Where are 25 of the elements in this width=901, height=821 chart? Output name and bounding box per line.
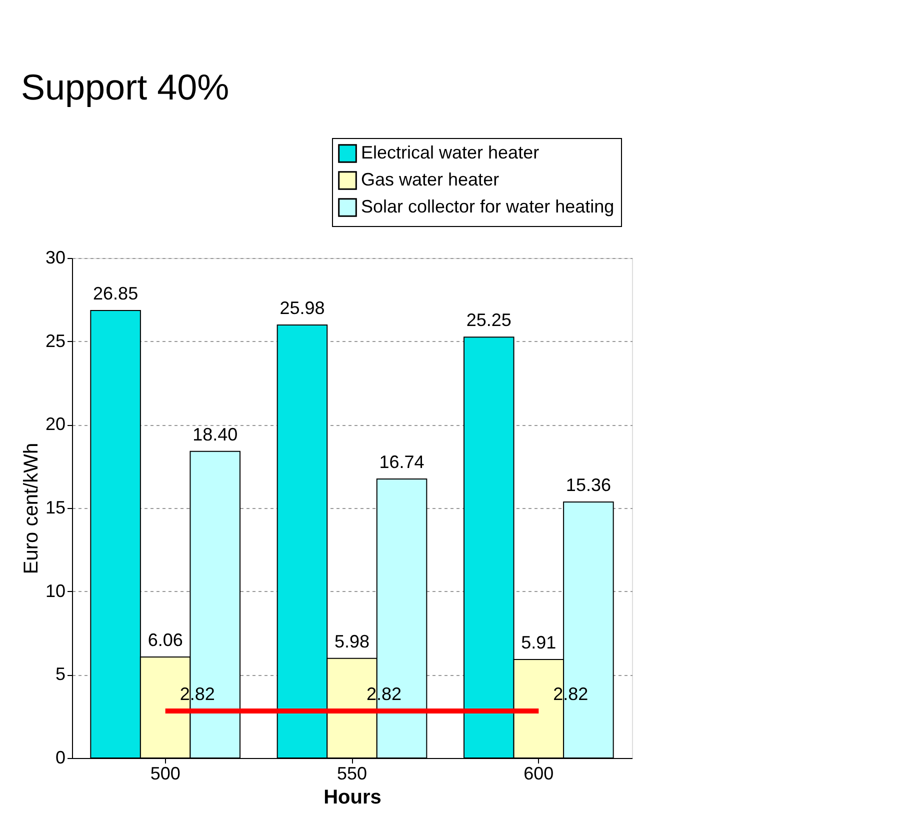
data-label: 16.74 [379,452,424,472]
legend-label: Electrical water heater [361,142,540,162]
legend-label: Gas water heater [361,170,500,190]
x-tick-label: 500 [150,764,180,784]
data-label: 25.98 [280,298,325,318]
chart-title: Support 40% [20,66,230,108]
data-label: 5.91 [521,632,556,652]
y-tick-label: 30 [45,248,66,268]
x-tick-label: 600 [524,764,554,784]
y-tick-label: 20 [45,414,66,434]
data-label: 18.40 [192,424,238,444]
y-tick-label: 0 [55,748,66,768]
y-axis-title: Euro cent/kWh [20,442,42,574]
y-tick-label: 15 [45,498,66,518]
data-label: 5.98 [334,631,370,652]
data-label: 26.85 [93,284,138,304]
legend-label: Solar collector for water heating [361,196,614,216]
data-label: 15.36 [566,475,611,495]
y-tick-label: 5 [55,664,66,684]
data-label: 25.25 [466,310,512,330]
x-axis-title: Hours [324,786,382,808]
y-tick-label: 10 [45,580,66,601]
data-label: 6.06 [148,630,183,650]
y-tick-label: 25 [45,330,66,351]
x-tick-label: 550 [336,764,368,784]
